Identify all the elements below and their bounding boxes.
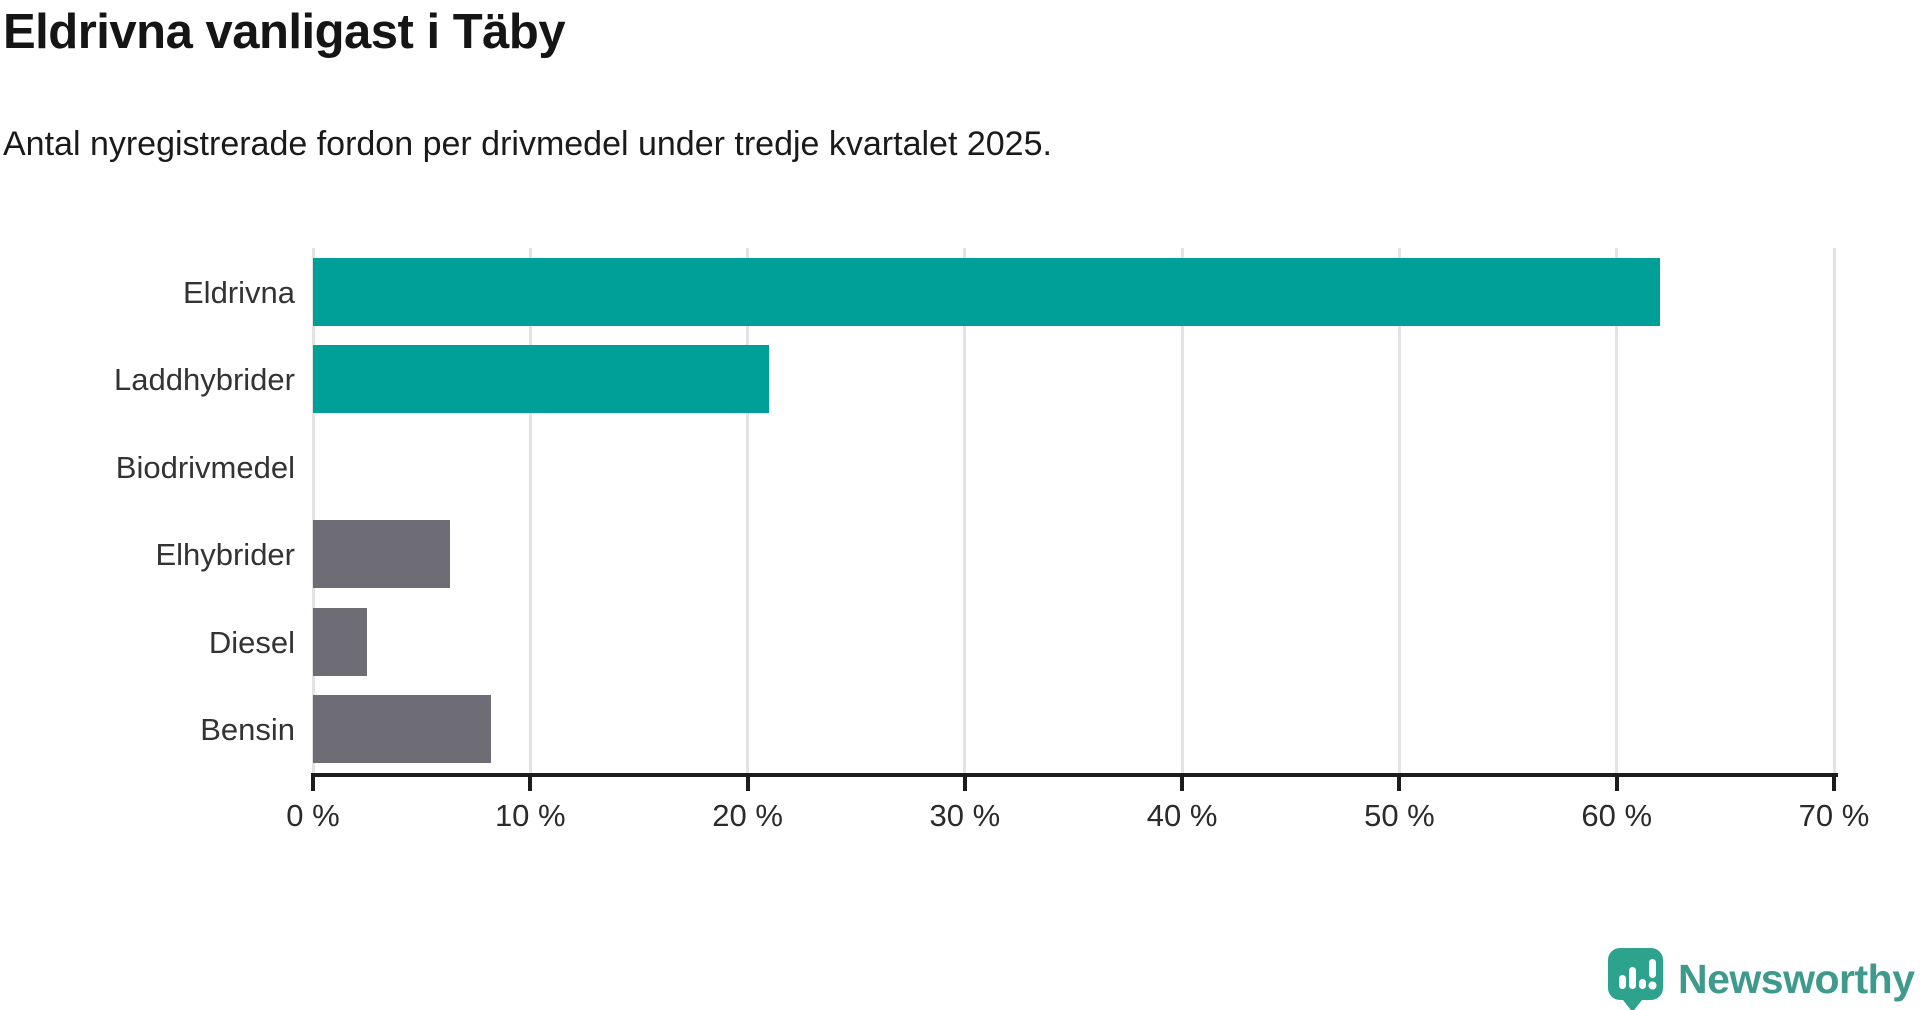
- category-label-elhybrider: Elhybrider: [155, 537, 295, 573]
- category-label-eldrivna: Eldrivna: [183, 274, 295, 310]
- x-axis-tick-label: 50 %: [1364, 798, 1435, 833]
- x-axis-tick: [962, 777, 967, 791]
- gridline: [746, 248, 750, 773]
- gridline: [1180, 248, 1184, 773]
- x-axis-tick: [1180, 777, 1185, 791]
- x-axis-tick: [528, 777, 533, 791]
- newsworthy-logo: Newsworthy: [1608, 948, 1915, 1010]
- x-axis-tick: [311, 777, 315, 791]
- gridline: [1397, 248, 1401, 773]
- gridline: [311, 248, 315, 773]
- bar-eldrivna: [313, 257, 1661, 326]
- newsworthy-logo-text: Newsworthy: [1678, 955, 1915, 1002]
- bar-laddhybrider: [313, 345, 770, 414]
- x-axis-line: [311, 773, 1838, 777]
- category-label-biodrivmedel: Biodrivmedel: [115, 449, 295, 485]
- x-axis-tick-label: 40 %: [1146, 798, 1218, 833]
- x-axis-tick: [1832, 777, 1836, 791]
- x-axis-tick: [745, 777, 750, 791]
- gridline: [963, 248, 967, 773]
- chart-title: Eldrivna vanligast i Täby: [3, 5, 566, 59]
- x-axis-tick: [1614, 777, 1619, 791]
- newsworthy-logo-icon: [1608, 948, 1663, 1010]
- x-axis-tick-label: 0 %: [286, 798, 340, 833]
- x-axis-tick-label: 30 %: [929, 798, 1001, 833]
- x-axis-tick: [1397, 777, 1402, 791]
- category-label-diesel: Diesel: [208, 624, 295, 660]
- gridline: [528, 248, 532, 773]
- bar-diesel: [313, 607, 368, 676]
- category-label-laddhybrider: Laddhybrider: [114, 362, 295, 398]
- gridline: [1615, 248, 1619, 773]
- bar-elhybrider: [313, 520, 450, 589]
- x-axis-tick-label: 70 %: [1798, 798, 1870, 833]
- bar-bensin: [313, 695, 492, 764]
- x-axis-tick-label: 60 %: [1581, 798, 1653, 833]
- category-label-bensin: Bensin: [200, 712, 295, 748]
- x-axis-tick-label: 20 %: [712, 798, 783, 833]
- chart-subtitle: Antal nyregistrerade fordon per drivmede…: [3, 125, 1052, 163]
- x-axis-tick-label: 10 %: [494, 798, 566, 833]
- gridline: [1832, 248, 1836, 773]
